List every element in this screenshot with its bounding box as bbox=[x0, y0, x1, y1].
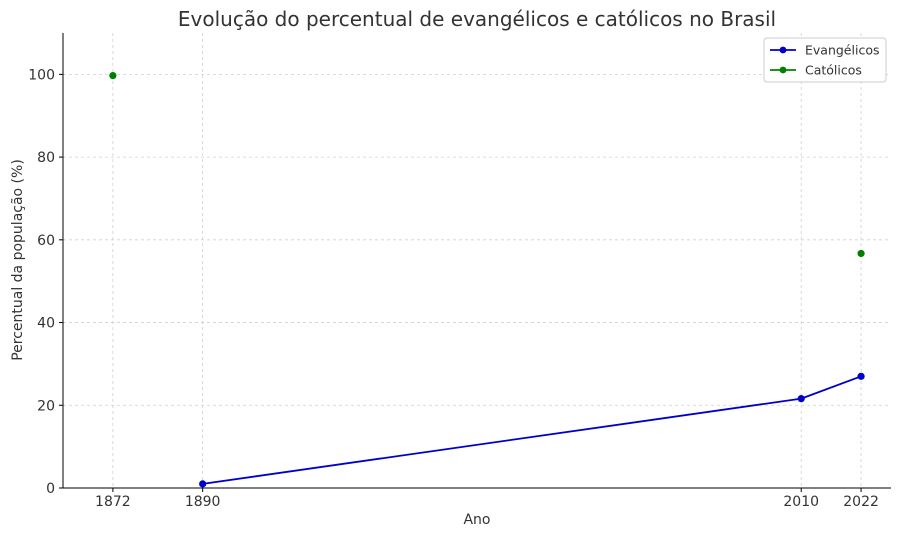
y-tick-label: 0 bbox=[46, 481, 55, 497]
y-tick-label: 80 bbox=[37, 150, 55, 166]
catolicos-point bbox=[857, 249, 865, 258]
y-tick-label: 20 bbox=[37, 398, 55, 414]
y-tick-label: 100 bbox=[28, 67, 55, 83]
legend-evangelicos-marker bbox=[779, 46, 787, 54]
evangelicos-point bbox=[199, 480, 207, 488]
evangelicos-point bbox=[857, 372, 865, 380]
x-tick-label: 2022 bbox=[843, 494, 879, 510]
chart-title: Evolução do percentual de evangélicos e … bbox=[178, 7, 776, 31]
legend-box bbox=[763, 37, 887, 83]
legend: Evangélicos Católicos bbox=[763, 37, 887, 83]
evangelicos-point bbox=[797, 395, 805, 403]
y-tick-label: 40 bbox=[37, 316, 55, 332]
y-tick-label: 60 bbox=[37, 233, 55, 249]
catolicos-point bbox=[109, 72, 117, 80]
x-axis-label: Ano bbox=[463, 512, 490, 528]
x-tick-label: 1890 bbox=[185, 494, 221, 510]
evangelicos-series-line bbox=[800, 375, 862, 400]
series bbox=[109, 72, 865, 488]
y-axis-label: Percentual da população (%) bbox=[10, 159, 26, 361]
x-tick-label: 2010 bbox=[783, 494, 819, 510]
ticks: 0 20 40 60 80 100 1872 1890 2010 2022 bbox=[28, 67, 879, 510]
axes bbox=[62, 33, 891, 489]
legend-catolicos-label: Católicos bbox=[805, 63, 862, 78]
x-tick-label: 1872 bbox=[95, 494, 131, 510]
grid bbox=[63, 33, 891, 488]
evangelicos-series-line bbox=[202, 397, 802, 485]
legend-catolicos-marker bbox=[779, 66, 787, 74]
legend-evangelicos-label: Evangélicos bbox=[805, 43, 879, 58]
